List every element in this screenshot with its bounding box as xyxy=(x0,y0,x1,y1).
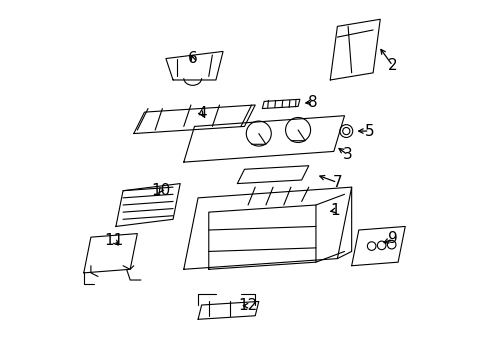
Text: 3: 3 xyxy=(343,148,352,162)
Text: 2: 2 xyxy=(387,58,397,73)
Text: 12: 12 xyxy=(238,298,257,313)
Text: 4: 4 xyxy=(196,107,206,121)
Text: 5: 5 xyxy=(364,123,374,139)
Text: 9: 9 xyxy=(387,231,397,247)
Text: 11: 11 xyxy=(104,233,123,248)
Text: 8: 8 xyxy=(307,95,317,110)
Text: 1: 1 xyxy=(330,203,340,218)
Text: 7: 7 xyxy=(332,175,342,190)
Text: 6: 6 xyxy=(187,51,197,66)
Text: 10: 10 xyxy=(151,183,170,198)
